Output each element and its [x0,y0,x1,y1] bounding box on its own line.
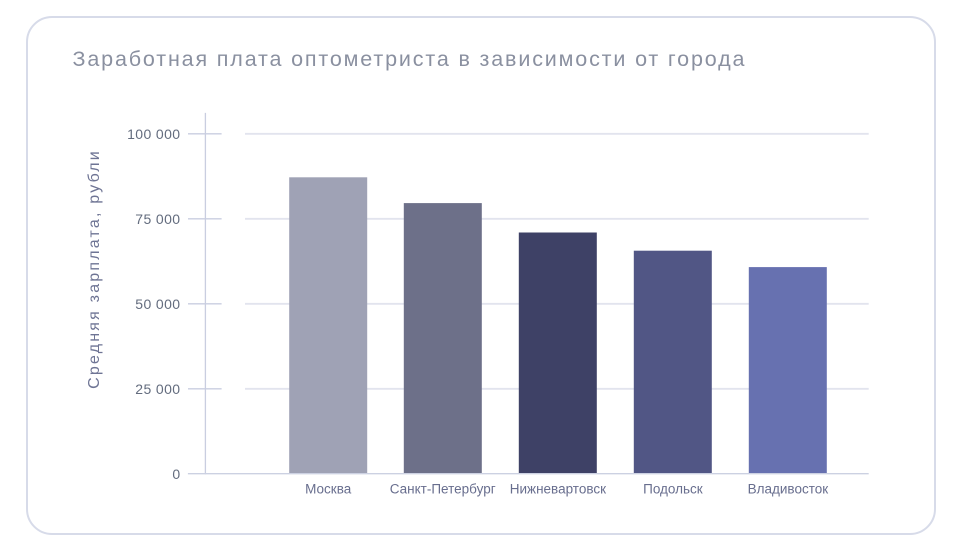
svg-text:0: 0 [172,466,180,482]
svg-text:Средняя зарплата, рубли: Средняя зарплата, рубли [86,149,103,389]
svg-text:100 000: 100 000 [127,126,180,142]
svg-text:75 000: 75 000 [135,211,180,227]
svg-text:Москва: Москва [305,482,352,497]
svg-text:Санкт-Петербург: Санкт-Петербург [390,482,496,497]
svg-text:Владивосток: Владивосток [748,482,829,497]
svg-text:Заработная плата оптометриста: Заработная плата оптометриста в зависимо… [73,47,747,71]
svg-text:Нижневартовск: Нижневартовск [510,482,606,497]
svg-text:25 000: 25 000 [135,381,180,397]
svg-text:Подольск: Подольск [643,482,703,497]
svg-text:50 000: 50 000 [135,296,180,312]
